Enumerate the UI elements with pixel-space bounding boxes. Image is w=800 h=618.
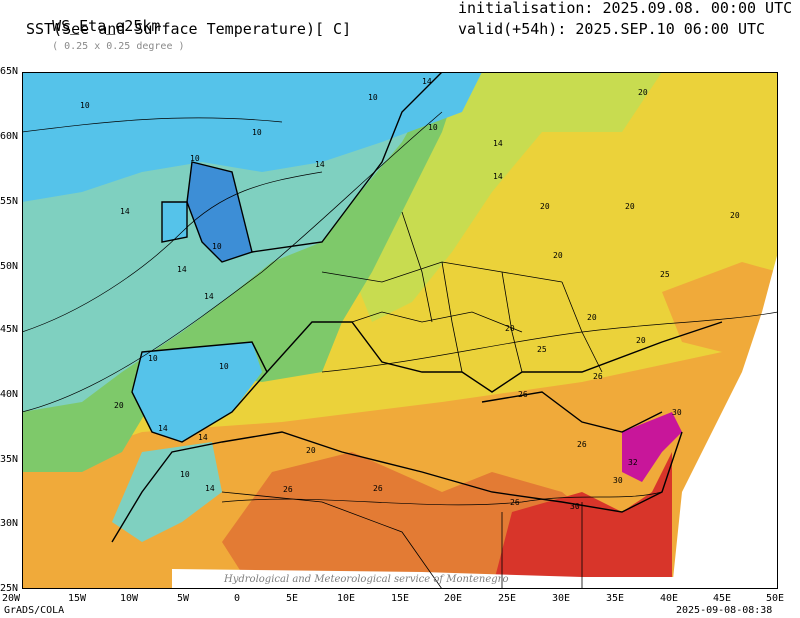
contour-label: 30 (570, 502, 580, 511)
contour-label: 10 (180, 470, 190, 479)
lat-label-65n: 65N (0, 66, 19, 77)
contour-label: 10 (368, 93, 378, 102)
lon-label-10e: 10E (337, 593, 356, 604)
contour-label: 10 (219, 362, 229, 371)
contour-label: 32 (628, 458, 638, 467)
lon-label-20e: 20E (444, 593, 463, 604)
sst-map (22, 72, 778, 589)
contour-label: 14 (422, 77, 432, 86)
coastlines (111, 72, 723, 543)
lon-label-0: 0 (234, 593, 241, 604)
field-morocco (112, 442, 222, 542)
contour-label: 30 (672, 408, 682, 417)
isotherms (22, 111, 778, 506)
lon-label-5e: 5E (286, 593, 299, 604)
borders (221, 211, 603, 589)
contour-label: 20 (553, 251, 563, 260)
contour-label: 10 (212, 242, 222, 251)
lon-label-25e: 25E (498, 593, 517, 604)
resolution-note: ( 0.25 x 0.25 degree ) (52, 41, 185, 52)
lon-label-40e: 40E (660, 593, 679, 604)
contour-label: 10 (428, 123, 438, 132)
contour-label: 20 (625, 202, 635, 211)
lat-label-45n: 45N (0, 324, 19, 335)
variable-title: SST(See and Surface Temperature)[ C] (26, 20, 352, 38)
contour-label: 20 (636, 336, 646, 345)
lat-label-60n: 60N (0, 131, 19, 142)
out-of-domain-south (172, 569, 778, 589)
contour-label: 14 (204, 292, 214, 301)
contour-label: 26 (283, 485, 293, 494)
footer-timestamp: 2025-09-08-08:38 (676, 605, 773, 616)
contour-label: 20 (540, 202, 550, 211)
lon-label-45e: 45E (713, 593, 732, 604)
contour-label: 26 (593, 372, 603, 381)
contour-label: 14 (198, 433, 208, 442)
contour-label: 14 (493, 172, 503, 181)
contour-label: 14 (120, 207, 130, 216)
contour-label: 20 (587, 313, 597, 322)
contour-label: 14 (177, 265, 187, 274)
contour-label: 14 (493, 139, 503, 148)
contour-label: 30 (613, 476, 623, 485)
field-magenta (622, 412, 682, 482)
field-east-orange (662, 262, 778, 352)
contour-label: 20 (114, 401, 124, 410)
contour-label: 10 (80, 101, 90, 110)
contour-label: 26 (518, 390, 528, 399)
lat-label-30n: 30N (0, 518, 19, 529)
contour-label: 10 (148, 354, 158, 363)
contour-label: 25 (660, 270, 670, 279)
contour-label: 20 (306, 446, 316, 455)
contour-label: 20 (505, 324, 515, 333)
watermark: Hydrological and Meteorological service … (224, 574, 509, 585)
contour-label: 26 (373, 484, 383, 493)
field-iberia (132, 342, 262, 442)
contour-label: 14 (158, 424, 168, 433)
lon-label-5w: 5W (177, 593, 190, 604)
contour-label: 26 (577, 440, 587, 449)
contour-label: 10 (190, 154, 200, 163)
contour-label: 25 (537, 345, 547, 354)
lon-label-35e: 35E (606, 593, 625, 604)
lon-label-15w: 15W (68, 593, 87, 604)
lon-label-10w: 10W (120, 593, 139, 604)
valid-time: valid(+54h): 2025.SEP.10 06:00 UTC (458, 20, 766, 38)
footer-software: GrADS/COLA (4, 605, 65, 616)
lat-label-35n: 35N (0, 454, 19, 465)
lat-label-55n: 55N (0, 196, 19, 207)
initialisation-time: initialisation: 2025.09.08. 00:00 UTC (458, 0, 793, 17)
field-cool (22, 72, 482, 202)
lat-label-40n: 40N (0, 389, 19, 400)
contour-label: 14 (315, 160, 325, 169)
contour-label: 20 (730, 211, 740, 220)
model-name: WS_Eta_e25km (52, 17, 161, 35)
lon-label-15e: 15E (391, 593, 410, 604)
out-of-domain-east (672, 252, 778, 589)
contour-label: 26 (510, 498, 520, 507)
field-ireland (162, 202, 187, 242)
lat-label-25n: 25N (0, 583, 19, 594)
lon-label-50e: 50E (766, 593, 785, 604)
lon-label-30e: 30E (552, 593, 571, 604)
lon-label-20w: 20W (2, 593, 21, 604)
contour-label: 20 (638, 88, 648, 97)
lat-label-50n: 50N (0, 261, 19, 272)
contour-label: 14 (205, 484, 215, 493)
contour-label: 10 (252, 128, 262, 137)
